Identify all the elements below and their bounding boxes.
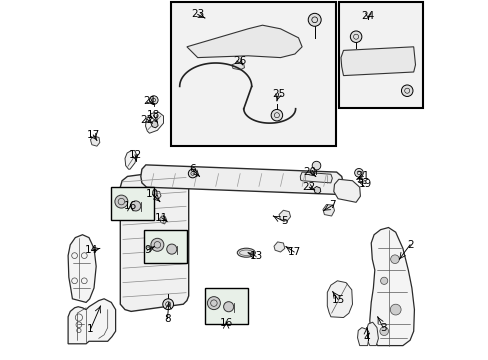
Polygon shape (151, 121, 158, 128)
Text: 25: 25 (271, 89, 285, 99)
Polygon shape (159, 216, 166, 224)
Text: 9: 9 (143, 245, 150, 255)
Polygon shape (357, 328, 368, 346)
Polygon shape (68, 299, 115, 344)
Text: 14: 14 (85, 245, 98, 255)
Polygon shape (326, 281, 352, 318)
Polygon shape (273, 242, 284, 252)
Polygon shape (145, 112, 163, 133)
Text: 22: 22 (302, 182, 315, 192)
Circle shape (223, 302, 233, 312)
Circle shape (188, 169, 197, 178)
Text: 12: 12 (128, 150, 142, 160)
Circle shape (307, 13, 321, 26)
Text: 16: 16 (123, 201, 137, 211)
Text: 18: 18 (147, 110, 160, 120)
Text: 4: 4 (363, 333, 369, 343)
Circle shape (163, 299, 173, 310)
Text: 3: 3 (379, 323, 386, 333)
Text: 21: 21 (356, 171, 369, 181)
Circle shape (130, 201, 141, 211)
Bar (111, 187, 154, 220)
Polygon shape (90, 136, 100, 146)
Text: 17: 17 (287, 247, 300, 257)
Circle shape (354, 168, 363, 177)
Bar (338, 2, 422, 108)
Polygon shape (340, 47, 415, 76)
Polygon shape (152, 191, 161, 199)
Text: 6: 6 (188, 164, 195, 174)
Polygon shape (186, 25, 302, 58)
Polygon shape (141, 165, 343, 194)
Text: 7: 7 (329, 200, 335, 210)
Text: 23: 23 (191, 9, 204, 19)
Polygon shape (313, 186, 320, 194)
Circle shape (379, 327, 387, 336)
Text: 17: 17 (86, 130, 100, 140)
Polygon shape (322, 204, 334, 216)
Text: 1: 1 (87, 324, 94, 334)
Polygon shape (333, 179, 360, 202)
Polygon shape (231, 63, 244, 70)
Bar (144, 230, 186, 263)
Circle shape (390, 255, 399, 264)
Text: 15: 15 (331, 294, 344, 305)
Text: 8: 8 (164, 314, 170, 324)
Circle shape (207, 297, 220, 310)
Text: 13: 13 (249, 251, 262, 261)
Text: 26: 26 (233, 56, 246, 66)
Ellipse shape (237, 248, 255, 257)
Circle shape (151, 238, 163, 251)
Circle shape (311, 161, 320, 170)
Text: 20: 20 (303, 167, 316, 177)
Circle shape (166, 244, 177, 254)
Polygon shape (68, 235, 96, 302)
Polygon shape (366, 322, 378, 346)
Circle shape (380, 277, 387, 284)
Polygon shape (369, 228, 413, 346)
Text: 11: 11 (155, 213, 168, 223)
Polygon shape (125, 150, 136, 169)
Text: 16: 16 (219, 318, 232, 328)
Text: 10: 10 (146, 189, 159, 199)
Bar (170, 2, 336, 146)
Polygon shape (279, 210, 290, 221)
Text: 5: 5 (280, 216, 287, 226)
Text: 2: 2 (406, 240, 412, 250)
Text: 21: 21 (142, 96, 156, 106)
Text: 24: 24 (361, 11, 374, 21)
Circle shape (270, 109, 282, 121)
Circle shape (389, 304, 400, 315)
Circle shape (115, 195, 127, 208)
Circle shape (149, 96, 158, 104)
Text: 19: 19 (358, 179, 371, 189)
Circle shape (349, 31, 361, 42)
Polygon shape (120, 170, 188, 311)
Text: 22: 22 (141, 114, 154, 125)
Circle shape (401, 85, 412, 96)
Polygon shape (300, 172, 332, 183)
Bar (204, 288, 247, 324)
